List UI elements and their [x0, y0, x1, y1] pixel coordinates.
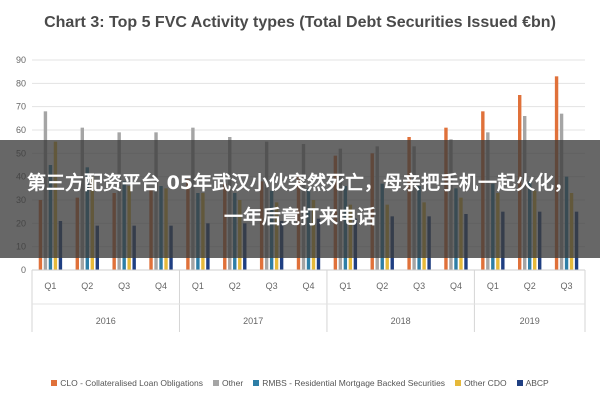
legend-swatch — [212, 380, 219, 386]
legend-item: RMBS - Residential Mortgage Backed Secur… — [253, 378, 445, 388]
x-tick-label: Q4 — [155, 281, 167, 291]
legend-label: Other — [221, 378, 244, 388]
x-tick-label: Q1 — [339, 281, 351, 291]
chart-title: Chart 3: Top 5 FVC Activity types (Total… — [44, 14, 556, 31]
legend-label: RMBS - Residential Mortgage Backed Secur… — [262, 378, 446, 388]
x-tick-label: Q3 — [266, 281, 278, 291]
x-group-label: 2019 — [520, 316, 540, 326]
legend-swatch — [516, 380, 523, 386]
x-tick-label: Q3 — [413, 281, 425, 291]
x-tick-label: Q2 — [81, 281, 93, 291]
x-tick-label: Q3 — [561, 281, 573, 291]
x-tick-label: Q2 — [376, 281, 388, 291]
y-tick-label: 80 — [16, 78, 26, 88]
legend-label: Other CDO — [464, 378, 507, 388]
legend-swatch — [253, 380, 260, 386]
x-tick-label: Q2 — [524, 281, 536, 291]
x-group-label: 2016 — [96, 316, 116, 326]
x-tick-label: Q3 — [118, 281, 130, 291]
y-tick-label: 70 — [16, 102, 26, 112]
legend-item: Other CDO — [455, 378, 507, 388]
legend-swatch — [51, 380, 58, 386]
headline-banner[interactable] — [0, 140, 600, 258]
x-group-label: 2017 — [243, 316, 263, 326]
headline-text[interactable]: 第三方配资平台 05年武汉小伙突然死亡，母亲把手机一起火化，一年后竟打来电话 — [26, 172, 574, 228]
x-tick-label: Q4 — [302, 281, 314, 291]
legend-item: ABCP — [516, 378, 549, 388]
x-tick-label: Q1 — [487, 281, 499, 291]
y-tick-label: 90 — [16, 55, 26, 65]
legend-item: CLO - Collateralised Loan Obligations — [51, 378, 203, 388]
legend-item: Other — [212, 378, 244, 388]
legend-swatch — [455, 380, 462, 386]
y-tick-label: 60 — [16, 125, 26, 135]
x-tick-label: Q1 — [192, 281, 204, 291]
x-tick-label: Q1 — [44, 281, 56, 291]
x-tick-label: Q2 — [229, 281, 241, 291]
chart-legend: CLO - Collateralised Loan Obligations Oth… — [0, 378, 600, 388]
x-tick-label: Q4 — [450, 281, 462, 291]
legend-label: ABCP — [525, 378, 549, 388]
legend-label: CLO - Collateralised Loan Obligations — [60, 378, 203, 388]
y-tick-label: 0 — [21, 265, 26, 275]
x-group-label: 2018 — [391, 316, 411, 326]
